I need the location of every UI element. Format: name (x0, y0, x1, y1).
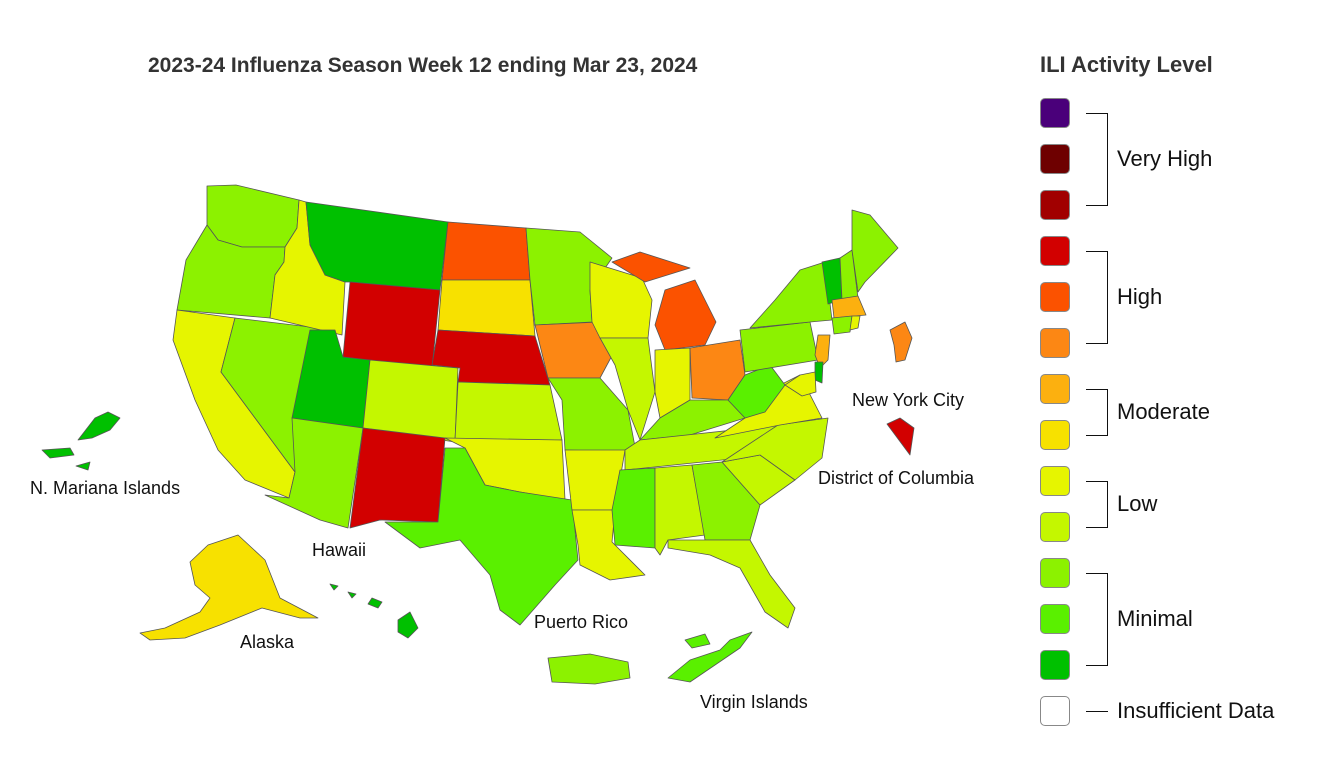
inset-alaska[interactable] (139, 534, 319, 641)
legend-label-high: High (1117, 284, 1163, 309)
legend-bracket-low (1086, 481, 1108, 528)
state-NY[interactable] (749, 261, 833, 329)
legend-swatch-moderate-1 (1040, 420, 1070, 450)
state-RI[interactable] (849, 315, 861, 331)
state-FL[interactable] (667, 539, 796, 629)
state-GA[interactable] (691, 461, 761, 541)
state-CT[interactable] (831, 315, 853, 335)
state-ME[interactable] (851, 209, 899, 293)
inset-n-mariana-islands[interactable] (41, 411, 121, 471)
legend-swatch-minimal-3 (1040, 558, 1070, 588)
state-TX[interactable] (384, 447, 579, 626)
state-KS[interactable] (454, 381, 563, 441)
inset-new-york-city[interactable] (889, 321, 913, 363)
legend-swatch-high-1 (1040, 328, 1070, 358)
inset-district-of-columbia[interactable] (886, 417, 915, 456)
label-new-york-city: New York City (852, 390, 964, 410)
state-DE[interactable] (814, 361, 824, 384)
state-MS[interactable] (611, 467, 656, 549)
legend-swatch-low-1 (1040, 512, 1070, 542)
legend-swatch-insufficient-data (1040, 696, 1070, 726)
label-n-mariana-islands: N. Mariana Islands (30, 478, 180, 498)
state-WA[interactable] (206, 184, 300, 248)
label-hawaii: Hawaii (312, 540, 366, 560)
state-SD[interactable] (437, 279, 536, 337)
legend-swatch-minimal-2 (1040, 604, 1070, 634)
legend-label-minimal: Minimal (1117, 606, 1193, 631)
state-ND[interactable] (441, 221, 531, 281)
legend-label-very-high: Very High (1117, 146, 1213, 171)
inset-puerto-rico[interactable] (547, 653, 631, 685)
label-alaska: Alaska (240, 632, 295, 652)
legend-bracket-moderate (1086, 389, 1108, 436)
state-NM[interactable] (349, 427, 446, 529)
legend-swatch-very-high-2 (1040, 144, 1070, 174)
legend-label-insufficient-data: Insufficient Data (1117, 698, 1275, 723)
inset-virgin-islands[interactable] (667, 631, 753, 683)
legend-swatch-minimal-1 (1040, 650, 1070, 680)
legend-title: ILI Activity Level (1040, 52, 1213, 77)
state-MI-UP[interactable] (611, 251, 691, 283)
legend-swatch-very-high-1 (1040, 190, 1070, 220)
map-title: 2023-24 Influenza Season Week 12 ending … (148, 54, 698, 77)
legend-label-low: Low (1117, 491, 1158, 516)
state-MI[interactable] (654, 279, 717, 351)
inset-hawaii[interactable] (329, 583, 419, 639)
label-virgin-islands: Virgin Islands (700, 692, 808, 712)
state-MA[interactable] (831, 295, 867, 319)
legend-swatch-high-2 (1040, 282, 1070, 312)
legend-swatch-very-high-3 (1040, 98, 1070, 128)
label-district-of-columbia: District of Columbia (818, 468, 975, 488)
state-MD[interactable] (784, 371, 817, 397)
legend-dash-insufficient (1086, 711, 1108, 712)
legend-swatch-high-3 (1040, 236, 1070, 266)
legend-bracket-very-high (1086, 113, 1108, 206)
legend-swatch-moderate-2 (1040, 374, 1070, 404)
legend-label-moderate: Moderate (1117, 399, 1210, 424)
state-IA[interactable] (534, 321, 616, 379)
state-WY[interactable] (342, 281, 441, 369)
state-NJ[interactable] (814, 334, 831, 369)
legend-swatch-low-2 (1040, 466, 1070, 496)
label-puerto-rico: Puerto Rico (534, 612, 628, 632)
legend-bracket-minimal (1086, 573, 1108, 666)
legend-bracket-high (1086, 251, 1108, 344)
state-PA[interactable] (739, 321, 819, 373)
